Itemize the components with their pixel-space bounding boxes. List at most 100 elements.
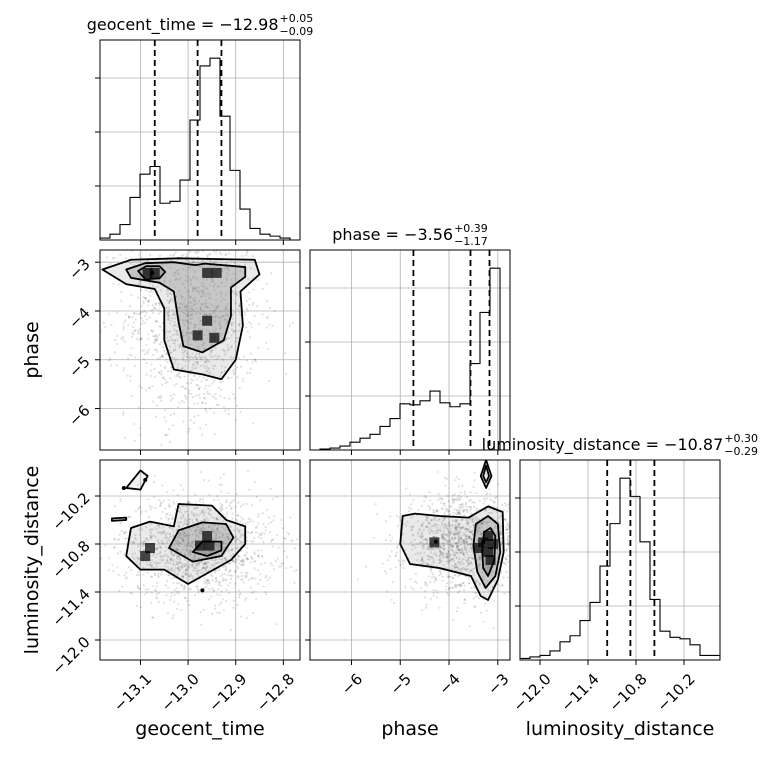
scatter-point xyxy=(168,540,171,543)
scatter-point xyxy=(454,541,458,545)
scatter-point xyxy=(170,293,173,296)
scatter-point xyxy=(165,245,167,247)
scatter-point xyxy=(426,541,429,545)
scatter-point xyxy=(140,317,143,320)
scatter-point xyxy=(201,303,204,306)
scatter-point xyxy=(182,588,186,591)
scatter-point xyxy=(246,250,249,253)
scatter-point xyxy=(253,481,257,484)
scatter-point xyxy=(147,299,150,302)
scatter-point xyxy=(492,565,495,569)
scatter-point xyxy=(154,556,157,559)
scatter-point xyxy=(240,533,244,536)
scatter-point xyxy=(179,521,182,524)
scatter-point xyxy=(173,554,176,557)
scatter-point xyxy=(506,528,509,531)
scatter-point xyxy=(458,525,461,529)
scatter-point xyxy=(181,319,185,322)
scatter-point xyxy=(164,420,167,423)
scatter-point xyxy=(223,369,226,372)
scatter-point xyxy=(232,290,235,293)
scatter-point xyxy=(214,234,216,236)
scatter-point xyxy=(448,531,451,534)
scatter-point xyxy=(216,286,219,289)
scatter-point xyxy=(450,586,453,589)
scatter-point xyxy=(386,559,389,562)
scatter-point xyxy=(124,537,127,540)
scatter-point xyxy=(459,537,463,540)
scatter-point xyxy=(440,497,443,501)
scatter-point xyxy=(447,543,450,546)
scatter-point xyxy=(186,327,189,330)
scatter-point xyxy=(451,545,454,548)
scatter-point xyxy=(462,510,465,513)
scatter-point xyxy=(421,547,424,550)
scatter-point xyxy=(193,512,196,515)
scatter-point xyxy=(189,300,192,303)
scatter-point xyxy=(154,548,158,551)
scatter-point xyxy=(446,592,449,595)
scatter-point xyxy=(446,532,449,536)
scatter-point xyxy=(219,509,222,513)
scatter-point xyxy=(198,234,200,236)
scatter-point xyxy=(208,360,211,363)
scatter-point xyxy=(442,529,446,533)
scatter-point xyxy=(271,497,275,500)
scatter-point xyxy=(180,511,183,514)
scatter-point xyxy=(187,301,190,304)
scatter-point xyxy=(446,542,449,545)
scatter-point xyxy=(506,539,510,542)
scatter-point xyxy=(232,553,235,556)
scatter-point xyxy=(175,541,178,544)
scatter-point xyxy=(186,523,189,526)
scatter-point xyxy=(459,543,462,547)
scatter-point xyxy=(146,563,149,566)
scatter-point xyxy=(445,527,449,530)
scatter-point xyxy=(224,293,228,296)
scatter-point xyxy=(185,568,188,571)
scatter-point xyxy=(486,517,489,520)
scatter-point xyxy=(241,564,244,567)
scatter-point xyxy=(437,498,440,502)
scatter-point xyxy=(505,549,508,552)
scatter-point xyxy=(122,367,126,370)
scatter-point xyxy=(437,547,441,550)
scatter-point xyxy=(429,597,432,600)
scatter-point xyxy=(173,320,176,324)
scatter-point xyxy=(141,543,144,546)
scatter-point xyxy=(434,576,437,580)
scatter-point xyxy=(433,575,436,578)
scatter-point xyxy=(217,583,221,586)
scatter-point xyxy=(511,625,513,627)
scatter-point xyxy=(428,581,432,584)
scatter-point xyxy=(433,522,436,525)
scatter-point xyxy=(515,570,517,572)
scatter-point xyxy=(201,327,204,331)
scatter-point xyxy=(454,554,457,557)
scatter-point xyxy=(208,493,211,496)
scatter-point xyxy=(155,338,158,341)
scatter-point xyxy=(221,508,224,511)
density-cell xyxy=(202,315,213,326)
scatter-point xyxy=(128,316,131,319)
scatter-point xyxy=(199,530,203,533)
scatter-point xyxy=(175,225,177,227)
scatter-point xyxy=(195,506,199,510)
scatter-point xyxy=(222,406,225,409)
scatter-point xyxy=(457,548,460,551)
scatter-point xyxy=(189,553,192,556)
scatter-point xyxy=(150,564,153,568)
scatter-point xyxy=(161,531,164,534)
scatter-point xyxy=(137,556,140,559)
scatter-point xyxy=(179,557,182,561)
scatter-point xyxy=(196,384,199,387)
scatter-point xyxy=(472,486,475,489)
scatter-point xyxy=(202,376,205,379)
scatter-point xyxy=(248,291,251,294)
scatter-point xyxy=(438,554,441,557)
scatter-point xyxy=(180,536,183,540)
scatter-point xyxy=(218,594,221,597)
scatter-point xyxy=(440,560,443,563)
scatter-point xyxy=(205,361,208,364)
scatter-point xyxy=(146,571,149,575)
